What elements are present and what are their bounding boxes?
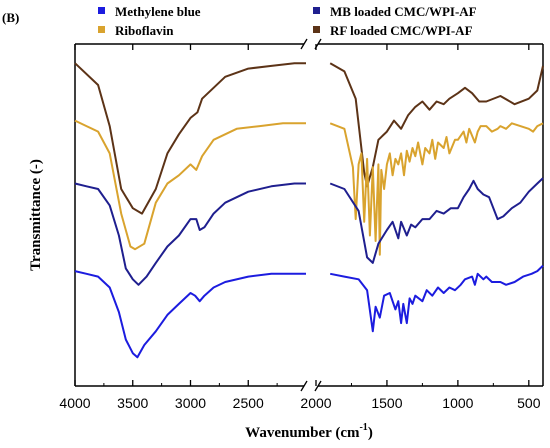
legend-marker — [313, 26, 320, 33]
axis-break-bottom-a — [300, 380, 308, 392]
y-axis-title: Transmittance (-) — [28, 159, 44, 271]
legend-label: Riboflavin — [115, 23, 174, 38]
legend-label: Methylene blue — [115, 4, 201, 19]
x-tick-label: 1000 — [442, 395, 473, 411]
series-line-mb-loaded-cmc-wpi-af-left — [74, 182, 306, 286]
legend-marker — [313, 7, 320, 14]
x-tick-label: 2500 — [233, 395, 264, 411]
axis-break-bottom-b — [314, 380, 322, 392]
series-line-rf-loaded-cmc-wpi-af-left — [74, 62, 306, 215]
panel-label: (B) — [2, 10, 19, 25]
series-line-rf-loaded-cmc-wpi-af-right — [329, 62, 544, 188]
x-axis-title-main: Wavenumber (cm — [245, 425, 360, 441]
series-line-riboflavin-right — [329, 122, 544, 256]
x-axis-title-superscript: -1 — [359, 422, 367, 433]
series-line-methylene-blue-right — [330, 264, 544, 333]
legend-label: RF loaded CMC/WPI-AF — [330, 23, 473, 38]
x-tick-label: 4000 — [59, 395, 90, 411]
series-line-mb-loaded-cmc-wpi-af-right — [329, 177, 544, 264]
axis-break-top-a — [300, 38, 308, 50]
legend-marker — [98, 26, 105, 33]
legend-label: MB loaded CMC/WPI-AF — [330, 4, 477, 19]
legend-marker — [98, 7, 105, 14]
x-tick-label: 500 — [517, 395, 541, 411]
x-axis-title-close: ) — [368, 425, 373, 441]
x-axis-title: Wavenumber (cm-1) — [245, 422, 373, 441]
x-tick-label: 2000 — [300, 395, 331, 411]
series-line-methylene-blue-left — [74, 270, 306, 359]
x-tick-label: 3500 — [117, 395, 148, 411]
series-line-riboflavin-left — [74, 119, 306, 251]
x-tick-label: 3000 — [175, 395, 206, 411]
x-tick-label: 1500 — [371, 395, 402, 411]
